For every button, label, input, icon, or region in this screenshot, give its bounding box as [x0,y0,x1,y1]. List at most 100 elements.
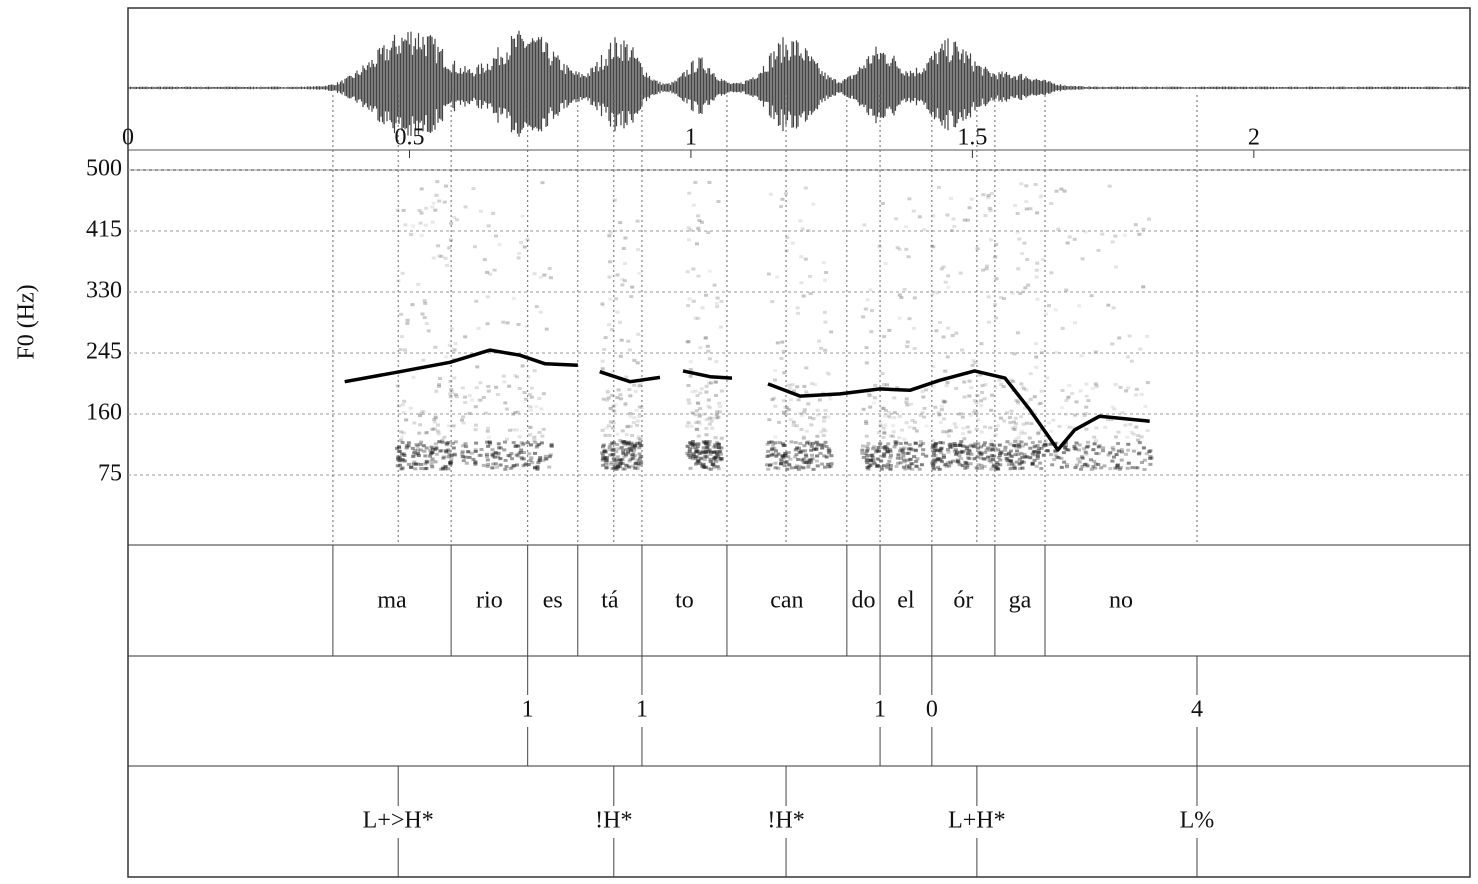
spectrogram-speckle [467,394,472,398]
spectrogram-speckle [905,340,910,344]
spectrogram-speckle [404,418,409,422]
spectrogram-speckle [430,451,435,455]
spectrogram-speckle [952,442,957,445]
spectrogram-speckle [982,397,987,401]
spectrogram-speckle [1021,422,1026,426]
spectrogram-speckle [819,443,824,447]
spectrogram-speckle [904,400,909,404]
spectrogram-speckle [416,282,421,286]
spectrogram-speckle [619,445,624,449]
spectrogram-speckle [515,428,519,432]
spectrogram-speckle [986,446,991,450]
spectrogram-speckle [773,369,778,372]
spectrogram-speckle [627,465,631,469]
spectrogram-speckle [483,411,488,415]
spectrogram-speckle [533,451,537,455]
spectrogram-speckle [948,445,953,449]
spectrogram-speckle [486,384,491,388]
y-tick-label: 245 [86,339,122,365]
spectrogram-speckle [638,462,643,466]
spectrogram-speckle [401,411,406,415]
spectrogram-speckle [430,457,435,461]
spectrogram-speckle [1009,459,1014,463]
spectrogram-speckle [1033,444,1038,448]
spectrogram-speckle [1134,387,1139,391]
spectrogram-speckle [974,427,979,431]
spectrogram-speckle [990,447,995,451]
spectrogram-speckle [516,410,521,414]
spectrogram-speckle [412,451,417,455]
spectrogram-speckle [537,431,542,434]
spectrogram-speckle [685,340,690,344]
spectrogram-speckle [1147,450,1152,454]
spectrogram-speckle [1118,466,1123,469]
breaks-label: 1 [874,697,886,723]
spectrogram-speckle [603,461,608,465]
spectrogram-speckle [980,391,984,394]
spectrogram-speckle [862,223,867,227]
spectrogram-speckle [907,465,912,469]
spectrogram-speckle [1137,441,1142,445]
spectrogram-speckle [770,300,775,304]
spectrogram-speckle [920,390,925,394]
spectrogram-speckle [690,390,695,394]
spectrogram-speckle [502,448,507,452]
spectrogram-speckle [1035,297,1040,301]
spectrogram-speckle [959,440,963,444]
spectrogram-speckle [1002,419,1007,423]
spectrogram-speckle [1001,385,1006,388]
spectrogram-speckle [423,223,428,227]
spectrogram-speckle [532,439,537,443]
spectrogram-speckle [697,452,702,456]
spectrogram-speckle [601,397,606,401]
spectrogram-speckle [705,446,710,450]
spectrogram-speckle [962,380,967,384]
spectrogram-speckle [686,340,691,344]
spectrogram-speckle [689,443,694,446]
spectrogram-speckle [541,459,546,463]
spectrogram-speckle [428,454,433,458]
spectrogram-speckle [766,449,771,453]
spectrogram-speckle [989,238,993,242]
spectrogram-speckle [487,435,491,439]
spectrogram-speckle [715,440,720,444]
spectrogram-speckle [933,460,938,464]
spectrogram-speckle [1055,455,1060,459]
spectrogram-speckle [535,467,540,471]
spectrogram-speckle [801,435,806,439]
spectrogram-speckle [1073,413,1078,417]
spectrogram-speckle [464,445,469,449]
spectrogram-speckle [1030,452,1035,456]
spectrogram-speckle [988,448,993,452]
spectrogram-speckle [802,410,807,414]
spectrogram-speckle [526,375,531,379]
spectrogram-speckle [719,389,724,393]
spectrogram-speckle [441,466,446,470]
spectrogram-speckle [803,186,808,190]
spectrogram-speckle [1085,464,1090,468]
spectrogram-speckle [892,411,897,415]
spectrogram-speckle [944,464,949,468]
spectrogram-speckle [821,443,826,447]
spectrogram-speckle [1026,283,1031,287]
spectrogram-speckle [883,262,888,265]
spectrogram-speckle [447,452,452,456]
spectrogram-speckle [870,309,874,313]
spectrogram-speckle [481,463,486,467]
spectrogram-speckle [943,462,948,466]
spectrogram-speckle [827,451,832,455]
spectrogram-speckle [1006,463,1011,467]
spectrogram-speckle [690,446,695,450]
spectrogram-speckle [704,390,709,394]
spectrogram-speckle [430,205,435,209]
spectrogram-speckle [718,325,723,329]
spectrogram-speckle [542,273,547,277]
syllable-label: el [897,588,915,614]
spectrogram-speckle [471,457,476,461]
spectrogram-speckle [632,358,637,362]
spectrogram-speckle [865,298,870,302]
spectrogram-speckle [633,466,638,470]
spectrogram-speckle [622,440,627,444]
spectrogram-speckle [461,421,466,425]
spectrogram-speckle [1134,466,1138,470]
